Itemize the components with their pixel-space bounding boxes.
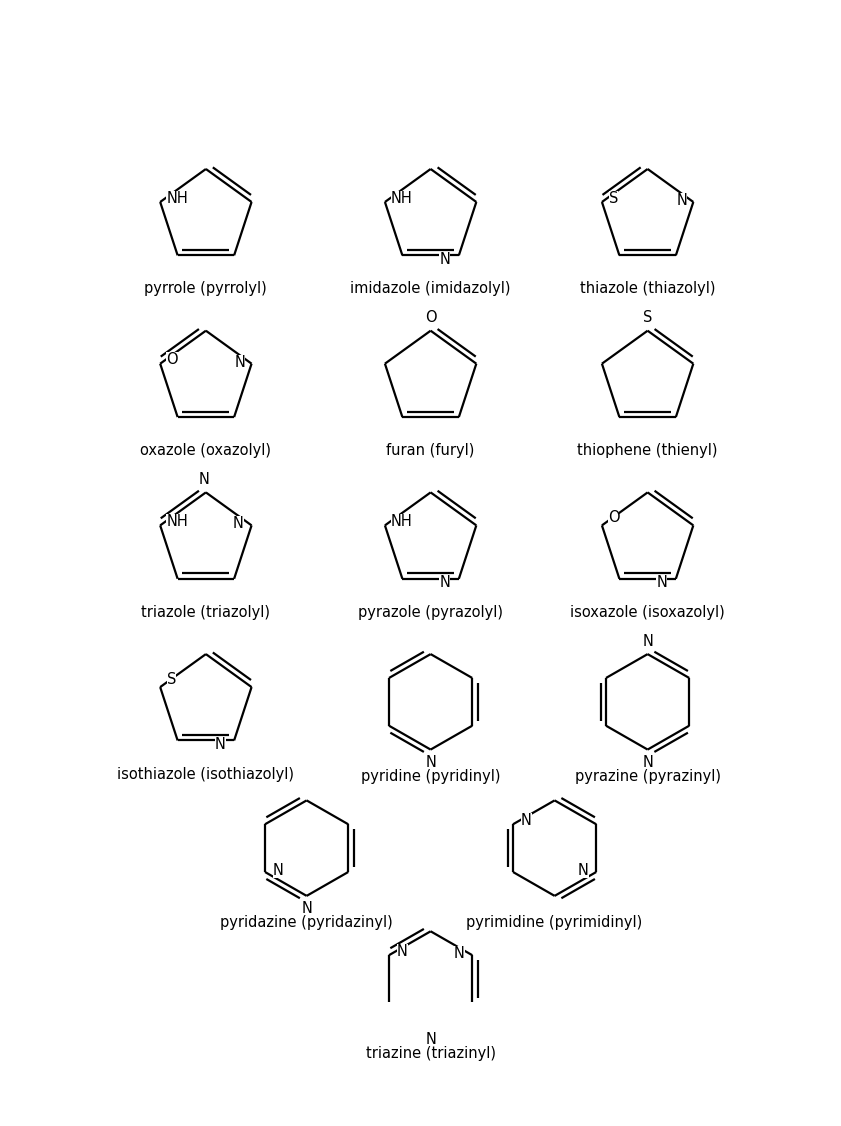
Text: imidazole (imidazolyl): imidazole (imidazolyl) <box>351 282 510 296</box>
Text: NH: NH <box>391 190 413 206</box>
Text: S: S <box>609 190 618 206</box>
Text: NH: NH <box>167 515 188 529</box>
Text: S: S <box>167 672 177 687</box>
Text: N: N <box>578 863 589 878</box>
Text: N: N <box>272 863 283 878</box>
Text: O: O <box>166 352 177 367</box>
Text: N: N <box>214 736 225 752</box>
Text: oxazole (oxazolyl): oxazole (oxazolyl) <box>140 444 272 458</box>
Text: N: N <box>521 813 532 828</box>
Text: pyridazine (pyridazinyl): pyridazine (pyridazinyl) <box>220 915 393 930</box>
Text: N: N <box>643 634 653 649</box>
Text: pyrazole (pyrazolyl): pyrazole (pyrazolyl) <box>358 605 503 619</box>
Text: pyrimidine (pyrimidinyl): pyrimidine (pyrimidinyl) <box>467 915 643 930</box>
Text: isoxazole (isoxazolyl): isoxazole (isoxazolyl) <box>570 605 725 619</box>
Text: N: N <box>440 252 451 267</box>
Text: pyrazine (pyrazinyl): pyrazine (pyrazinyl) <box>574 769 721 784</box>
Text: NH: NH <box>391 515 413 529</box>
Text: isothiazole (isothiazolyl): isothiazole (isothiazolyl) <box>118 767 294 781</box>
Text: NH: NH <box>167 190 188 206</box>
Text: N: N <box>301 902 312 917</box>
Text: pyrrole (pyrrolyl): pyrrole (pyrrolyl) <box>145 282 267 296</box>
Text: N: N <box>657 575 668 590</box>
Text: triazine (triazinyl): triazine (triazinyl) <box>366 1046 495 1061</box>
Text: N: N <box>233 517 244 531</box>
Text: triazole (triazolyl): triazole (triazolyl) <box>141 605 270 619</box>
Text: N: N <box>426 1033 436 1047</box>
Text: O: O <box>608 510 619 525</box>
Text: N: N <box>397 944 408 959</box>
Text: N: N <box>676 193 687 208</box>
Text: S: S <box>643 310 653 325</box>
Text: O: O <box>425 310 436 325</box>
Text: N: N <box>440 575 451 590</box>
Text: N: N <box>643 756 653 770</box>
Text: N: N <box>198 472 209 486</box>
Text: N: N <box>235 355 246 369</box>
Text: thiazole (thiazolyl): thiazole (thiazolyl) <box>580 282 716 296</box>
Text: N: N <box>453 946 464 962</box>
Text: pyridine (pyridinyl): pyridine (pyridinyl) <box>361 769 500 784</box>
Text: thiophene (thienyl): thiophene (thienyl) <box>578 444 718 458</box>
Text: furan (furyl): furan (furyl) <box>386 444 475 458</box>
Text: N: N <box>426 756 436 770</box>
